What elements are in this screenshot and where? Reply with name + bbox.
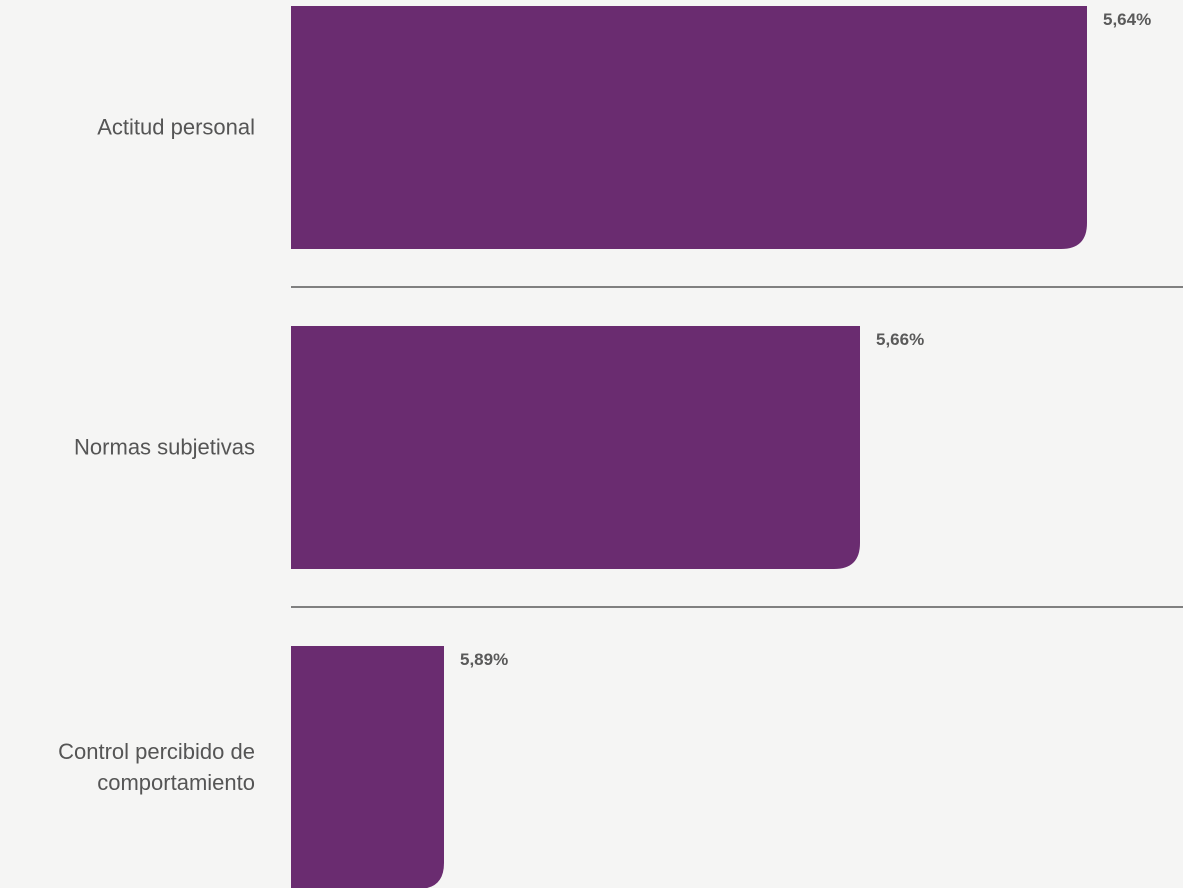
category-label-line: comportamiento [97, 770, 255, 795]
category-label: Actitud personal [97, 115, 255, 140]
category-label: Normas subjetivas [74, 435, 255, 460]
value-label: 5,89% [460, 650, 508, 669]
category-label: Control percibido de comportamiento [58, 739, 255, 795]
bar [291, 326, 860, 569]
category-label-line: Actitud personal [97, 115, 255, 140]
value-label: 5,66% [876, 330, 924, 349]
bar [291, 646, 444, 888]
category-label-line: Control percibido de [58, 739, 255, 764]
value-label: 5,64% [1103, 10, 1151, 29]
bar [291, 6, 1087, 249]
category-label-line: Normas subjetivas [74, 435, 255, 460]
